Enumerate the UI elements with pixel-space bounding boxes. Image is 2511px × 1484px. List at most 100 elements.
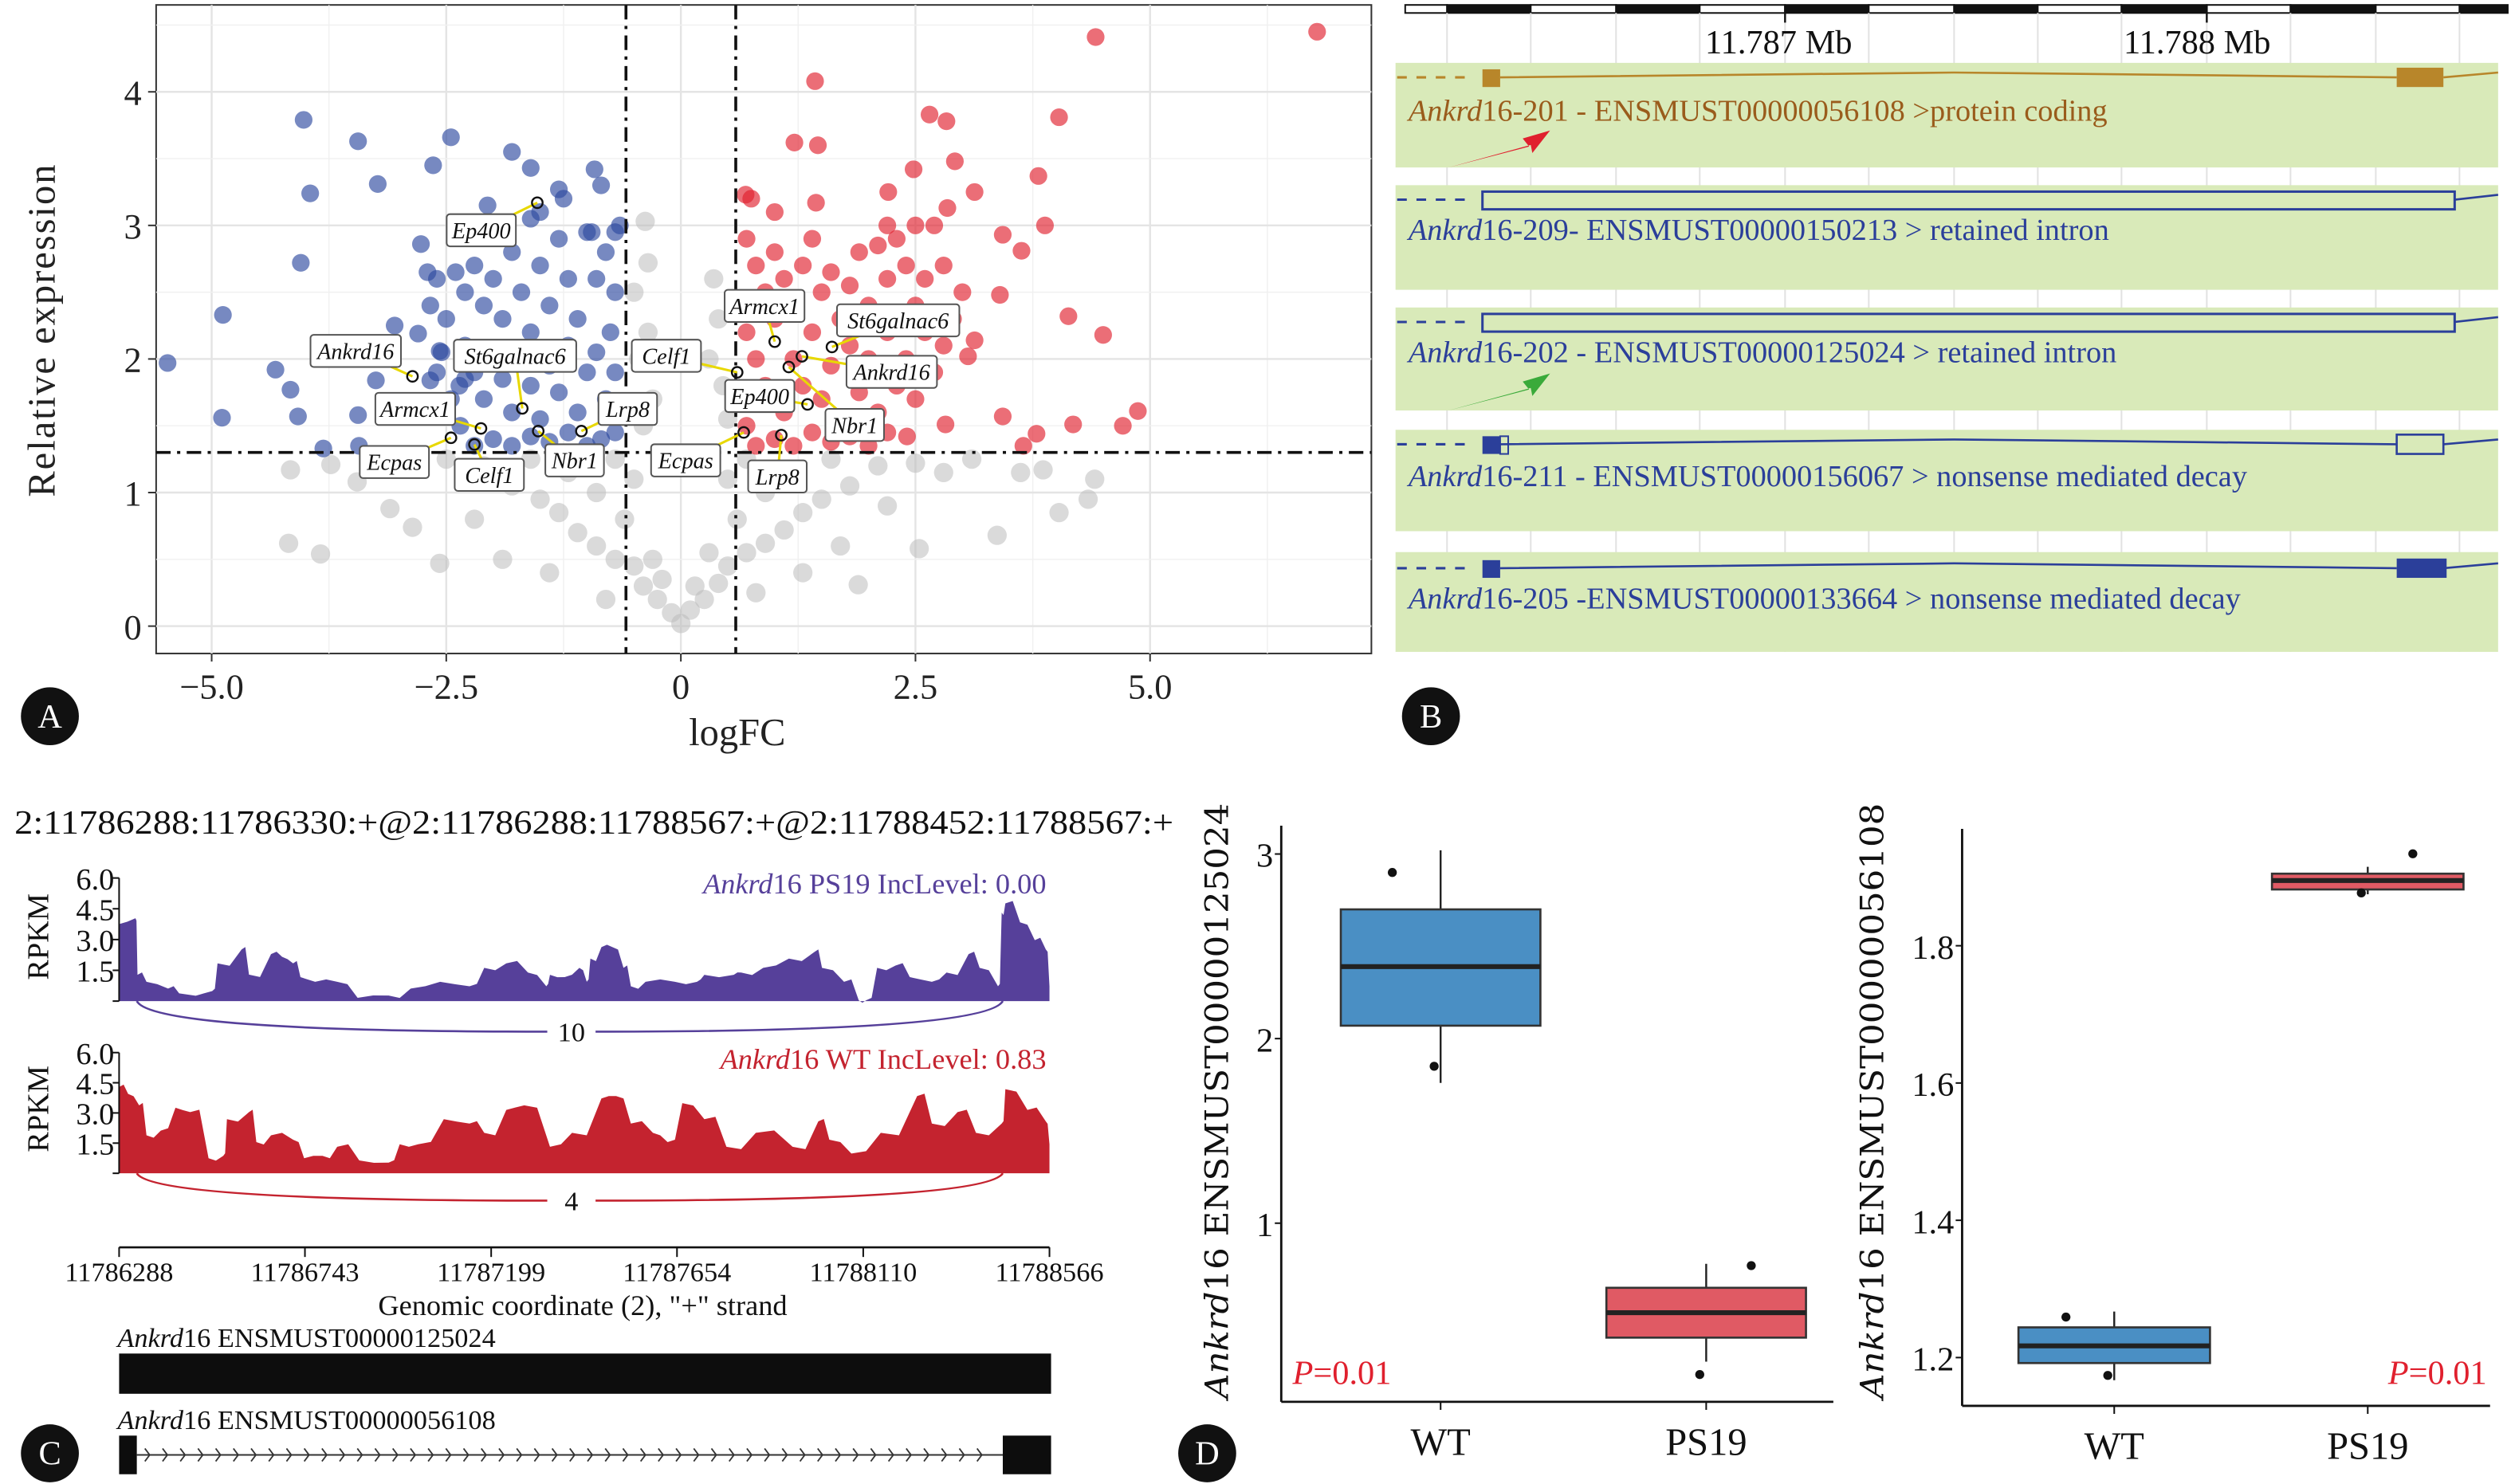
junction-arc <box>136 1172 1004 1202</box>
panel-letter: A <box>37 698 62 736</box>
point-up <box>993 226 1012 244</box>
point-down <box>484 430 502 449</box>
y-axis-title: Ankrd16 ENSMUST00000125024 <box>1199 803 1236 1402</box>
point-ns <box>717 469 738 489</box>
label-text: St6galnac6 <box>465 344 566 369</box>
data-point <box>1387 868 1397 877</box>
point-ns <box>662 603 682 622</box>
panel-badge-circle <box>21 1424 79 1482</box>
box-ps19 <box>1605 1261 1807 1380</box>
strand-chevron-icon <box>569 1447 576 1462</box>
strand-chevron-icon <box>427 1447 434 1462</box>
label-rest: 16-201 - ENSMUST00000056108 >protein cod… <box>1482 95 2108 128</box>
gene-label: Celf1 <box>454 438 525 493</box>
exon-filled <box>2396 67 2444 88</box>
labeled-point-marker <box>801 398 814 411</box>
point-down <box>281 380 300 399</box>
point-up <box>879 183 898 202</box>
point-ns <box>635 211 655 231</box>
strand-chevron-icon <box>410 1447 417 1462</box>
point-down <box>606 283 624 301</box>
exon-outline <box>2395 434 2445 455</box>
gene-label: Ep400 <box>446 196 544 248</box>
ruler-segment <box>2120 4 2208 14</box>
label-box <box>544 443 605 477</box>
boxplot: 1 2 3 WT PS19 P=0.01 Ankrd16 ENSMUST0000012502… <box>1199 803 1833 1464</box>
ruler-segment <box>1953 4 2039 14</box>
strand-chevron-icon <box>976 1447 983 1462</box>
point-up <box>1064 415 1083 434</box>
label-text: Ecpas <box>366 451 422 476</box>
exon-filled <box>1482 69 1500 88</box>
strand-chevron-icon <box>728 1447 735 1462</box>
junction-count: 10 <box>558 1018 585 1048</box>
strand-chevron-icon <box>941 1447 948 1462</box>
label-box <box>453 339 577 373</box>
panel-badge-circle <box>1401 687 1460 746</box>
point-up <box>1012 241 1031 260</box>
label-box <box>747 459 808 494</box>
point-down <box>266 360 285 379</box>
strand-chevron-icon <box>551 1447 558 1462</box>
strand-chevron-icon <box>958 1447 965 1462</box>
point-up <box>878 269 897 288</box>
labeled-point-marker <box>532 425 545 438</box>
intron-line <box>2454 316 2498 324</box>
point-ns <box>436 450 456 469</box>
transcript-label: Ankrd16-211 - ENSMUST00000156067 > nonse… <box>1406 460 2248 493</box>
strand-chevron-icon <box>197 1447 204 1462</box>
x-tick-label: 0 <box>672 666 690 706</box>
utr-outline <box>1499 435 1510 455</box>
point-ns <box>278 533 299 553</box>
point-up <box>747 437 765 455</box>
label-rest: 16 PS19 IncLevel: 0.00 <box>772 868 1046 900</box>
gene-label: St6galnac6 <box>825 303 961 354</box>
strand-chevron-icon <box>870 1447 877 1462</box>
point-down <box>442 128 460 147</box>
point-down <box>367 371 385 390</box>
gene-label: Celf1 <box>631 339 744 379</box>
label-text: St6galnac6 <box>847 309 949 334</box>
transcript-track: Ankrd16-211 - ENSMUST00000156067 > nonse… <box>1395 430 2498 532</box>
point-ns <box>793 563 813 583</box>
strand-chevron-icon <box>604 1447 611 1462</box>
ruler-segment <box>2289 4 2377 14</box>
point-ns <box>310 544 331 564</box>
label-rest: 16-209- ENSMUST00000150213 > retained in… <box>1482 214 2109 247</box>
gene-label: Ankrd16 <box>309 334 419 383</box>
point-ns <box>1049 503 1069 523</box>
label-text: Nbr1 <box>831 414 878 438</box>
label-text: Ep400 <box>729 385 789 410</box>
panel-badge-d: D <box>1178 1424 1236 1482</box>
label-box <box>374 391 457 426</box>
x-tick-label: 11786288 <box>65 1257 173 1287</box>
point-ns <box>605 450 625 469</box>
x-axis-title: logFC <box>689 712 785 754</box>
box-ps19 <box>2270 849 2465 897</box>
point-down <box>606 423 624 442</box>
strand-chevron-icon <box>179 1447 187 1462</box>
labeled-point-marker <box>531 196 544 210</box>
point-up <box>937 415 955 434</box>
labeled-point-marker <box>796 350 808 363</box>
transcript-label: Ankrd16 ENSMUST00000125024 <box>116 1323 495 1353</box>
ruler-segment <box>1530 4 1617 14</box>
y-tick-label: 4.5 <box>76 893 114 927</box>
ruler-label: 11.788 Mb <box>2124 24 2271 61</box>
y-tick-label: 1.5 <box>76 1128 114 1161</box>
p-value-label: P=0.01 <box>2387 1355 2487 1392</box>
point-ns <box>548 503 569 523</box>
strand-chevron-icon <box>764 1447 771 1462</box>
point-up <box>953 283 972 301</box>
x-tick-label: −5.0 <box>179 666 244 706</box>
transcript-track: Ankrd16-205 -ENSMUST00000133664 > nonsen… <box>1395 552 2498 652</box>
p-symbol: P <box>2387 1355 2409 1392</box>
gene-name: Ankrd <box>1406 214 1483 247</box>
strand-chevron-icon <box>498 1447 505 1462</box>
data-point <box>2103 1371 2112 1380</box>
x-tick-label: 11788566 <box>996 1257 1104 1287</box>
transcript-label: Ankrd16-209- ENSMUST00000150213 > retain… <box>1406 214 2109 247</box>
track-band <box>1395 185 2498 290</box>
point-up <box>934 336 953 355</box>
ruler-segment <box>2375 4 2461 14</box>
